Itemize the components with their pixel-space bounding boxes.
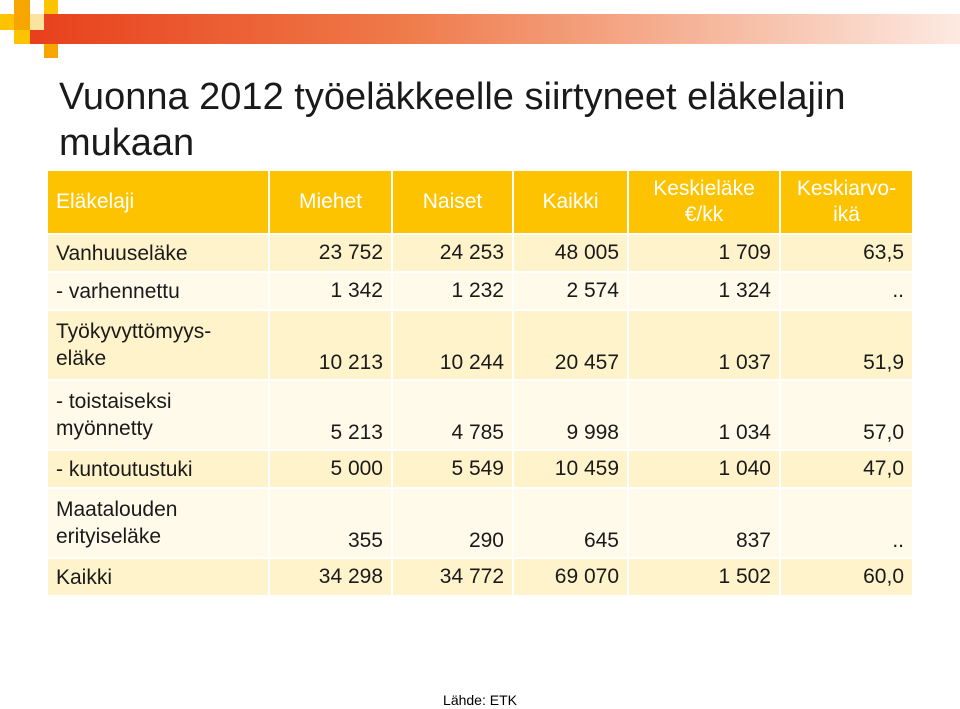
table-cell: 5 000 (270, 451, 393, 489)
column-header: Keskieläke €/kk (629, 171, 781, 235)
table-cell: 23 752 (270, 235, 393, 273)
table-cell: 355 (270, 489, 393, 559)
table-cell: 69 070 (514, 559, 629, 597)
decoration-square (30, 30, 44, 44)
row-label: - varhennettu (48, 273, 270, 311)
row-label: Kaikki (48, 559, 270, 597)
column-header: Eläkelaji (48, 171, 270, 235)
table-cell: 1 034 (629, 381, 781, 451)
table-row: Kaikki 34 298 34 772 69 070 1 502 60,0 (48, 559, 912, 597)
table-cell: 51,9 (781, 311, 912, 381)
table-cell: .. (781, 273, 912, 311)
row-label: Vanhuuseläke (48, 235, 270, 273)
table-cell: 57,0 (781, 381, 912, 451)
source-note: Lähde: ETK (443, 692, 517, 708)
table-cell: 5 549 (393, 451, 514, 489)
header-decoration-band (30, 14, 960, 44)
table-row: Maatalouden erityiseläke 355 290 645 837… (48, 489, 912, 559)
table-cell: 63,5 (781, 235, 912, 273)
table-cell: .. (781, 489, 912, 559)
decoration-square (14, 0, 30, 14)
decoration-square (44, 0, 58, 14)
table-cell: 837 (629, 489, 781, 559)
table-cell: 290 (393, 489, 514, 559)
pension-table: Eläkelaji Miehet Naiset Kaikki Keskieläk… (48, 171, 912, 597)
table-cell: 1 040 (629, 451, 781, 489)
row-label: - toistaiseksi myönnetty (48, 381, 270, 451)
table-cell: 20 457 (514, 311, 629, 381)
table-row: - kuntoutustuki 5 000 5 549 10 459 1 040… (48, 451, 912, 489)
column-header: Naiset (393, 171, 514, 235)
table-cell: 2 574 (514, 273, 629, 311)
table-cell: 10 244 (393, 311, 514, 381)
table-cell: 1 709 (629, 235, 781, 273)
table-cell: 47,0 (781, 451, 912, 489)
table-cell: 24 253 (393, 235, 514, 273)
decoration-square (14, 14, 30, 30)
column-header: Keskiarvo- ikä (781, 171, 912, 235)
table-cell: 1 502 (629, 559, 781, 597)
row-label: Työkyvyttömyys- eläke (48, 311, 270, 381)
table-cell: 1 232 (393, 273, 514, 311)
table-cell: 5 213 (270, 381, 393, 451)
table-row: - varhennettu 1 342 1 232 2 574 1 324 .. (48, 273, 912, 311)
decoration-square (30, 14, 44, 30)
table-cell: 4 785 (393, 381, 514, 451)
table-row: Vanhuuseläke 23 752 24 253 48 005 1 709 … (48, 235, 912, 273)
table-row: Työkyvyttömyys- eläke 10 213 10 244 20 4… (48, 311, 912, 381)
column-header: Kaikki (514, 171, 629, 235)
table-cell: 48 005 (514, 235, 629, 273)
decoration-square (14, 30, 30, 44)
row-label: - kuntoutustuki (48, 451, 270, 489)
table-cell: 10 213 (270, 311, 393, 381)
table-cell: 1 324 (629, 273, 781, 311)
table-cell: 645 (514, 489, 629, 559)
column-header: Miehet (270, 171, 393, 235)
table-row: - toistaiseksi myönnetty 5 213 4 785 9 9… (48, 381, 912, 451)
table-cell: 34 772 (393, 559, 514, 597)
table-cell: 9 998 (514, 381, 629, 451)
table-cell: 10 459 (514, 451, 629, 489)
table-cell: 34 298 (270, 559, 393, 597)
decoration-square (0, 14, 14, 30)
table-cell: 1 342 (270, 273, 393, 311)
table-cell: 60,0 (781, 559, 912, 597)
row-label: Maatalouden erityiseläke (48, 489, 270, 559)
decoration-square (44, 44, 58, 58)
table-header-row: Eläkelaji Miehet Naiset Kaikki Keskieläk… (48, 171, 912, 235)
page-title: Vuonna 2012 työeläkkeelle siirtyneet elä… (59, 76, 846, 164)
table-cell: 1 037 (629, 311, 781, 381)
